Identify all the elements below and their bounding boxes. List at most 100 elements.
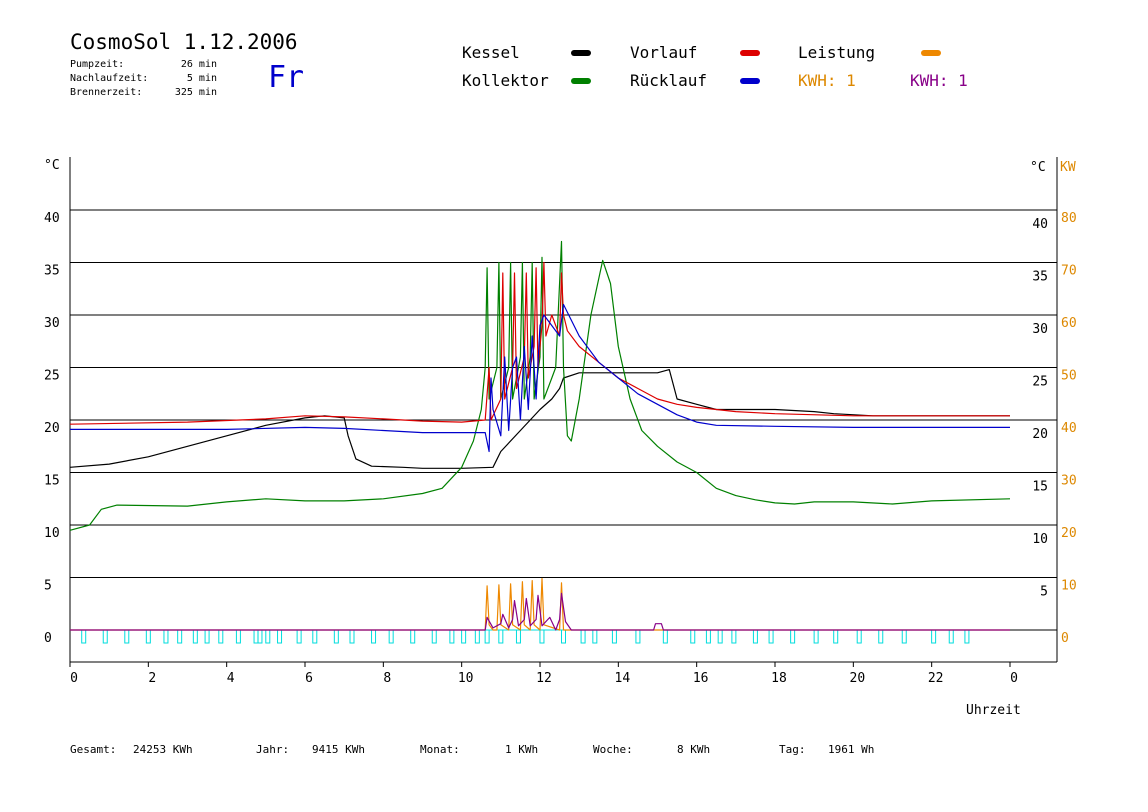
footer-woche-value: 8 KWh [677,743,711,756]
legend-vorlauf-swatch [740,50,760,56]
footer-jahr-value: 9415 KWh [312,743,365,756]
pump-pulse-0 [81,629,87,644]
pump-pulse-37 [717,629,723,644]
nachlauf-label: Nachlaufzeit: [70,73,149,84]
pump-pulses [70,629,1010,644]
ylabel-left: °C [44,158,60,173]
footer-gesamt-value: 24253 KWh [133,743,193,756]
x-tick-5: 10 [458,671,474,686]
footer-tag-label: Tag: [779,743,806,756]
ylabel-right: °C [1030,160,1046,175]
legend-kwh1-label: KWH: 1 [798,71,856,90]
pump-pulse-38 [731,629,737,644]
pump-pulse-17 [349,629,355,644]
pump-pulse-45 [878,629,884,644]
footer-woche-label: Woche: [593,743,633,756]
legend-kollektor-swatch [571,78,591,84]
y-tick-right-5: 5 [1040,585,1048,600]
pump-pulse-2 [124,629,130,644]
pump-pulse-49 [964,629,970,644]
pump-pulse-29 [561,629,566,644]
y-tick-kw-40: 40 [1061,421,1077,436]
footer-gesamt-label: Gesamt: [70,743,117,756]
pump-pulse-22 [449,629,455,644]
y-tick-left-30: 30 [44,316,60,331]
pump-pulse-1 [102,629,108,644]
legend-kessel-swatch [571,50,591,56]
y-tick-left-15: 15 [44,474,60,489]
pump-pulse-19 [388,629,394,644]
legend-kwh2-label: KWH: 1 [910,71,968,90]
legend-ruecklauf-label: Rücklauf [630,71,708,90]
pump-pulse-15 [312,629,318,644]
pump-pulse-42 [813,629,819,644]
series-kwh-1 [70,592,1010,631]
chart-title: CosmoSol 1.12.2006 [70,30,298,54]
x-tick-2: 4 [227,671,235,686]
pump-pulse-16 [333,629,339,644]
x-tick-6: 12 [536,671,552,686]
y-tick-kw-10: 10 [1061,579,1077,594]
x-tick-7: 14 [615,671,631,686]
pump-pulse-34 [662,629,668,644]
pump-pulse-35 [690,629,696,644]
footer-monat-label: Monat: [420,743,460,756]
pump-pulse-23 [461,629,467,644]
y-tick-right-15: 15 [1032,480,1048,495]
grid-lines [70,209,1057,631]
pump-pulse-33 [635,629,641,644]
tick-labels: 0510152025303540510152025303540010203040… [44,211,1077,686]
pump-pulse-31 [592,629,598,644]
series-kessel [69,369,1010,469]
y-tick-right-40: 40 [1032,217,1048,232]
nachlauf-value: 5 min [186,73,217,84]
pump-pulse-26 [498,629,504,644]
x-tick-0: 0 [70,671,78,686]
pump-pulse-27 [515,629,521,644]
pump-pulse-24 [474,629,480,644]
y-tick-right-30: 30 [1032,322,1048,337]
y-tick-right-10: 10 [1032,532,1048,547]
pump-pulse-41 [790,629,796,644]
legend-kollektor-label: Kollektor [462,71,549,90]
ylabel-kw: KW [1060,160,1076,175]
pump-pulse-47 [931,629,937,644]
x-tick-11: 22 [928,671,944,686]
y-tick-left-0: 0 [44,631,52,646]
pump-pulse-5 [177,629,183,644]
series-lines [69,240,1011,631]
footer-tag-value: 1961 Wh [828,743,875,756]
x-tick-9: 18 [771,671,787,686]
pump-pulse-20 [410,629,416,644]
y-tick-left-25: 25 [44,369,60,384]
legend-leistung-label: Leistung [798,43,876,62]
pump-pulse-3 [145,629,151,644]
pump-pulse-14 [296,629,302,644]
pump-pulse-36 [705,629,711,644]
pump-pulse-40 [768,629,774,644]
x-tick-12: 0 [1010,671,1018,686]
pump-pulse-7 [204,629,210,644]
pump-pulse-18 [371,629,377,644]
series-kollektor [69,240,1011,531]
x-tick-3: 6 [305,671,313,686]
pump-pulse-12 [265,629,271,644]
pump-pulse-25 [484,629,490,644]
pump-pulse-32 [611,629,617,644]
weekday-label: Fr [268,60,305,95]
pump-pulse-43 [833,629,839,644]
pump-pulse-46 [901,629,907,644]
pump-pulse-44 [856,629,862,644]
y-tick-left-35: 35 [44,264,60,279]
series-leistung [70,577,1010,631]
pump-pulse-21 [431,629,437,644]
legend-ruecklauf-swatch [740,78,760,84]
pump-pulse-4 [163,629,169,644]
footer-monat-value: 1 KWh [505,743,539,756]
x-tick-8: 16 [693,671,709,686]
x-tick-1: 2 [148,671,156,686]
legend-leistung-swatch [921,50,941,56]
y-tick-left-40: 40 [44,211,60,226]
y-tick-kw-30: 30 [1061,474,1077,489]
x-tick-10: 20 [850,671,866,686]
